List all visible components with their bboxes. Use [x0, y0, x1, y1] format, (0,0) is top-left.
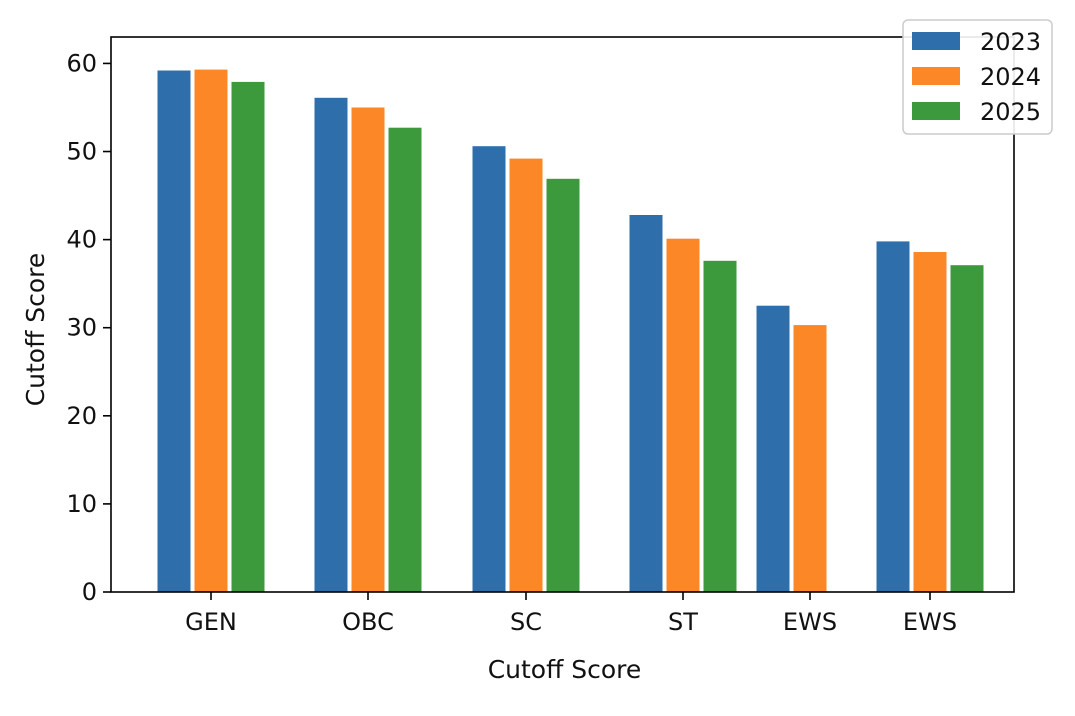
legend-swatch-2025	[912, 102, 960, 120]
y-tick-label-20: 20	[66, 402, 97, 430]
bar-2024-gen-0	[194, 69, 228, 593]
x-tick-label-ews-4: EWS	[783, 608, 837, 636]
y-axis-label: Cutoff Score	[21, 253, 50, 407]
legend: 2023 2024 2025	[902, 19, 1053, 135]
bar-2023-obc-1	[314, 97, 348, 593]
y-tick-label-10: 10	[66, 490, 97, 518]
legend-label-2023: 2023	[980, 28, 1041, 56]
bar-2023-ews-5	[876, 241, 910, 592]
x-tick-label-gen-0: GEN	[185, 608, 237, 636]
x-tick-label-obc-1: OBC	[342, 608, 394, 636]
y-tick-label-40: 40	[66, 226, 97, 254]
y-tick-label-30: 30	[66, 314, 97, 342]
x-axis-ticks: GEN OBC SC ST EWS EWS	[185, 592, 957, 636]
legend-swatch-2023	[912, 32, 960, 50]
bar-2025-sc-2	[546, 178, 580, 593]
bars-layer	[157, 69, 984, 593]
legend-label-2024: 2024	[980, 63, 1041, 91]
y-tick-label-0: 0	[82, 578, 97, 606]
bar-2024-sc-2	[509, 158, 543, 592]
bar-2025-gen-0	[231, 81, 265, 593]
bar-2023-gen-0	[157, 70, 191, 592]
bar-2025-obc-1	[388, 127, 422, 592]
bar-2024-ews-4	[793, 325, 827, 592]
bar-2023-st-3	[629, 215, 663, 592]
y-tick-label-50: 50	[66, 138, 97, 166]
bar-2025-st-3	[703, 260, 737, 592]
x-tick-label-st-3: ST	[668, 608, 698, 636]
bar-2023-sc-2	[472, 146, 506, 592]
x-tick-label-ews-5: EWS	[903, 608, 957, 636]
bar-2025-ews-5	[950, 265, 984, 592]
x-axis-label: Cutoff Score	[488, 655, 642, 684]
bar-2024-obc-1	[351, 107, 385, 592]
x-tick-label-sc-2: SC	[510, 608, 542, 636]
bar-2024-ews-5	[913, 252, 947, 592]
plot-frame	[110, 36, 1015, 593]
bar-2024-st-3	[666, 238, 700, 592]
y-tick-label-60: 60	[66, 49, 97, 77]
y-axis-ticks: 0 10 20 30 40 50 60	[66, 49, 111, 606]
bar-2023-ews-4	[756, 305, 790, 592]
legend-label-2025: 2025	[980, 98, 1041, 126]
legend-swatch-2024	[912, 67, 960, 85]
